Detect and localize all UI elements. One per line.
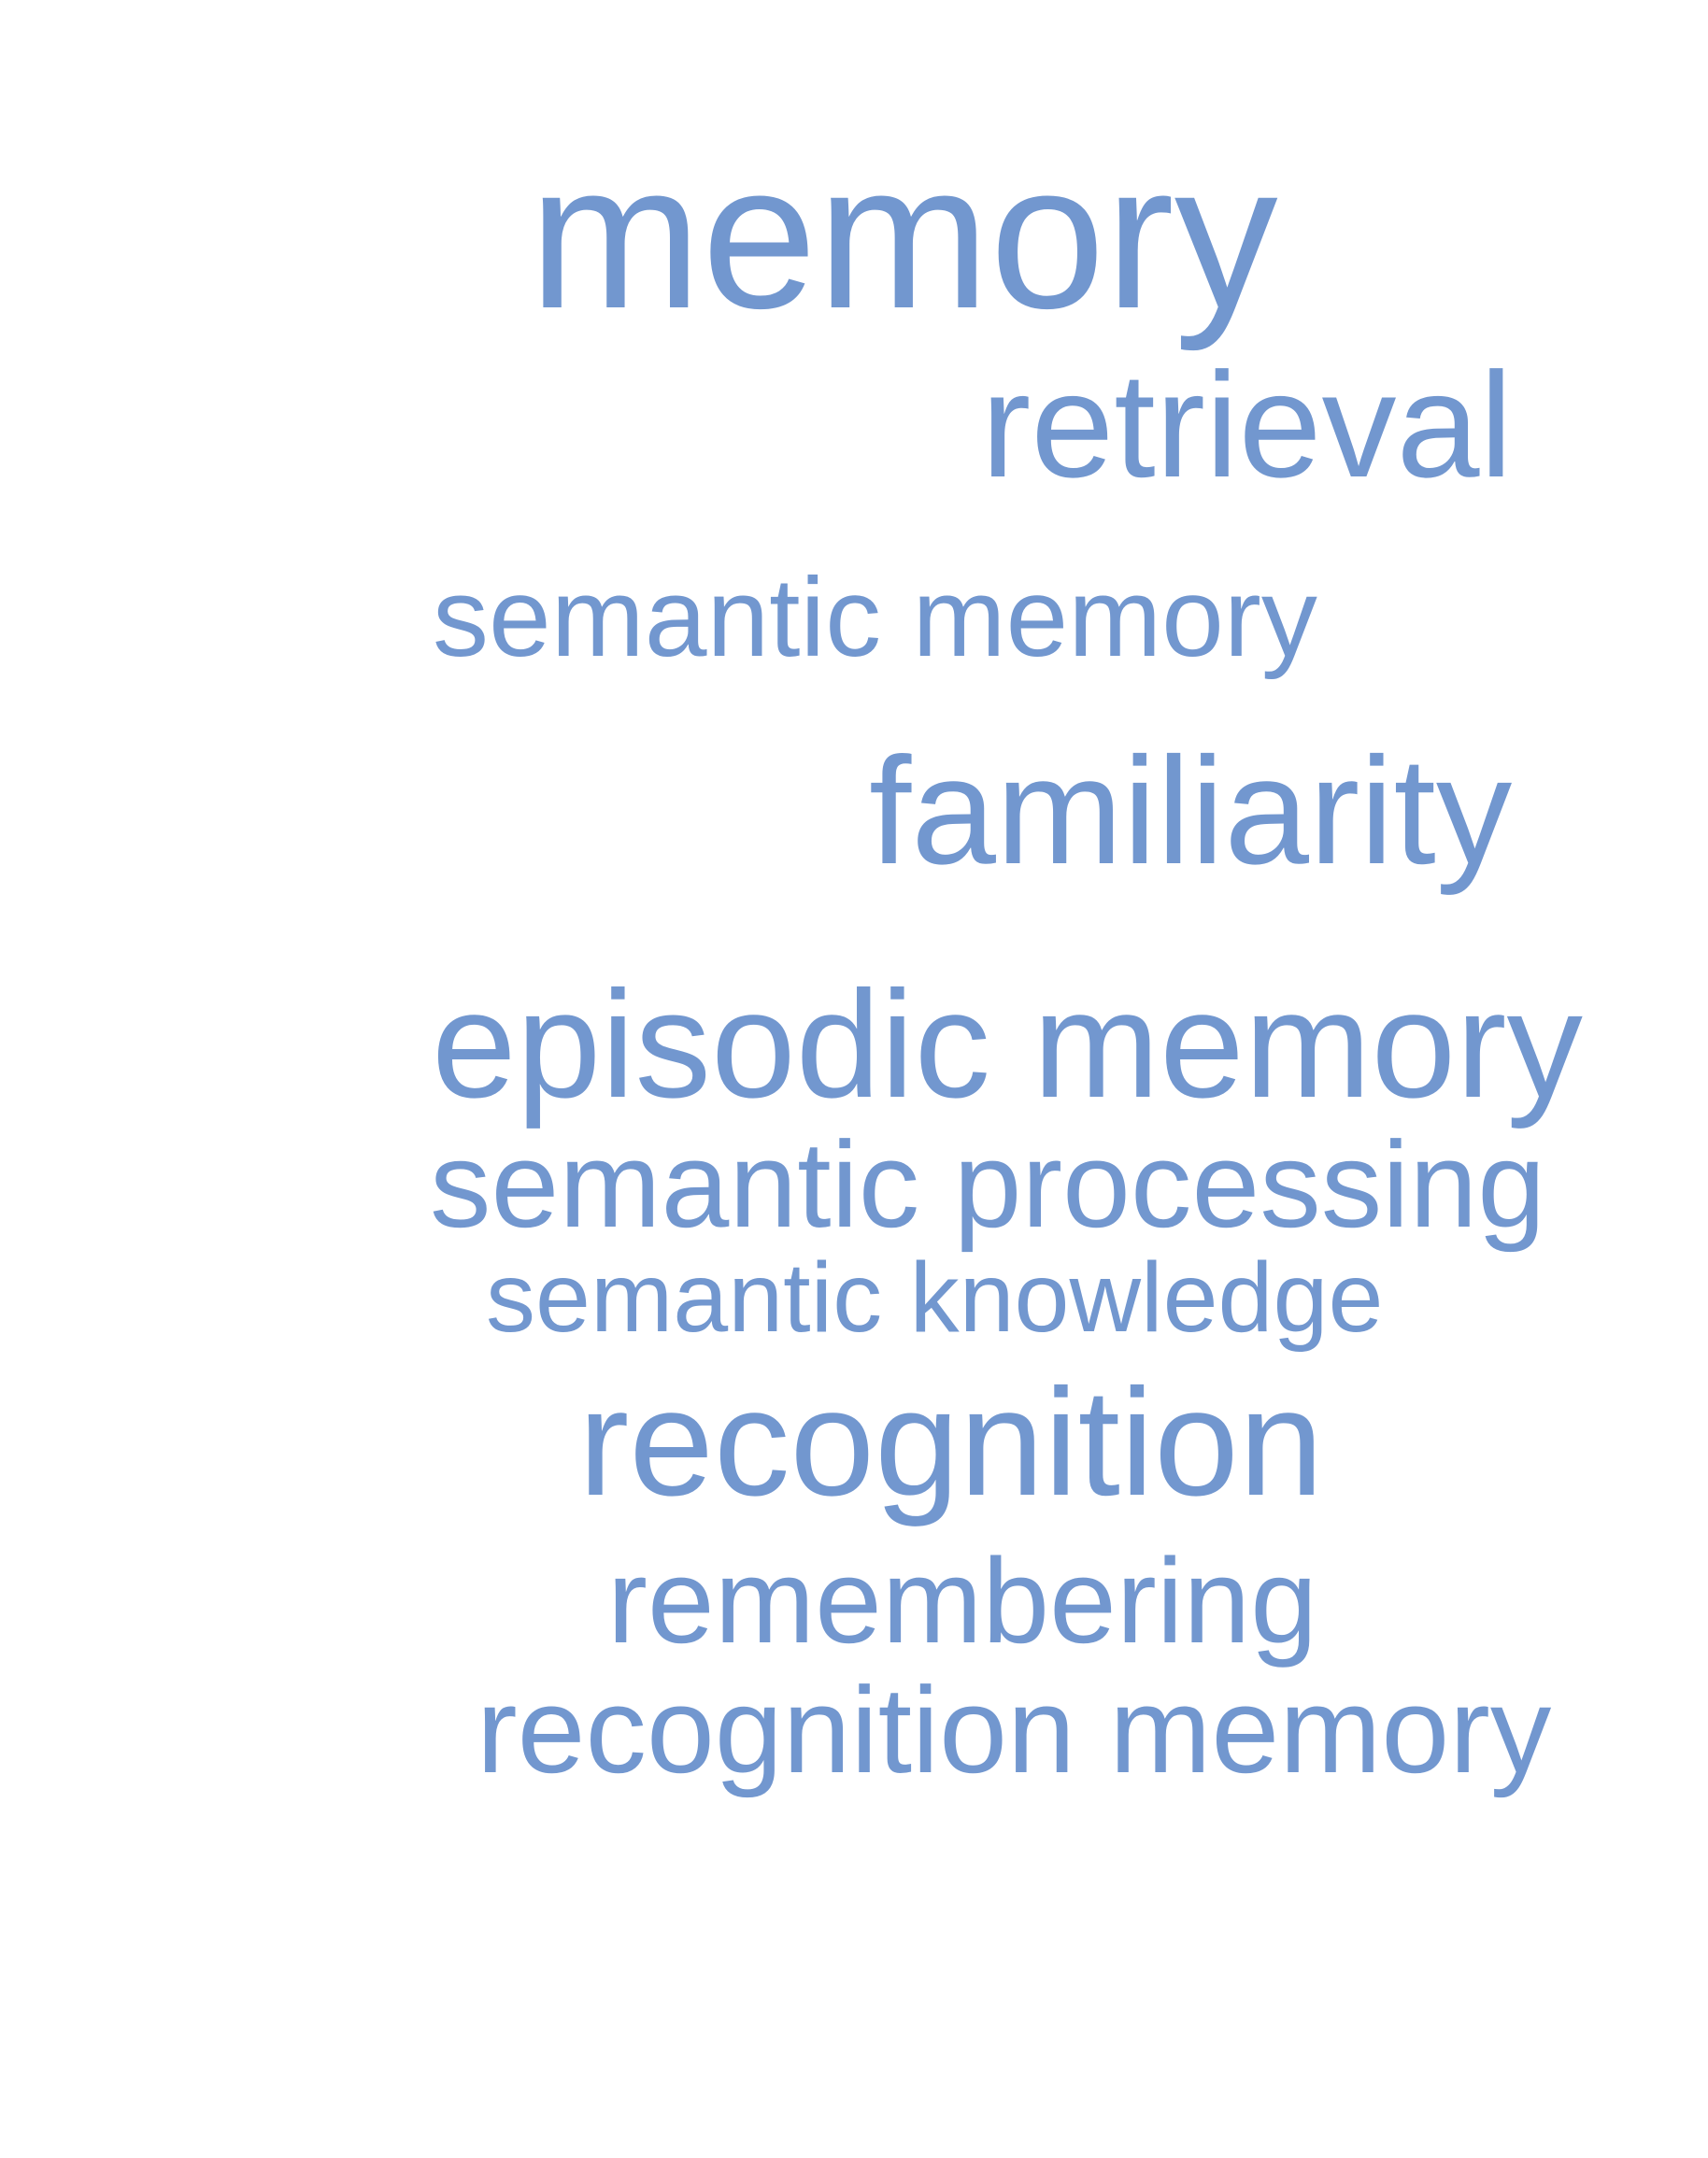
word-semantic-memory: semantic memory [433, 555, 1317, 680]
word-remembering: remembering [607, 1534, 1317, 1668]
word-recognition: recognition [578, 1356, 1324, 1527]
word-recognition-memory: recognition memory [477, 1661, 1552, 1798]
word-memory: memory [529, 121, 1278, 352]
word-semantic-knowledge: semantic knowledge [486, 1242, 1384, 1353]
word-retrieval: retrieval [981, 341, 1514, 508]
word-episodic-memory: episodic memory [432, 958, 1583, 1129]
word-familiarity: familiarity [869, 725, 1513, 896]
word-semantic-processing: semantic processing [430, 1115, 1546, 1253]
